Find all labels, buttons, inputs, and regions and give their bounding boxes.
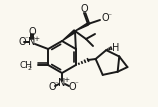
Text: H: H <box>112 43 119 53</box>
Text: 2: 2 <box>28 65 32 71</box>
Text: O: O <box>101 13 109 23</box>
Text: ⁻: ⁻ <box>108 11 112 21</box>
Text: O: O <box>68 82 76 92</box>
Text: O: O <box>18 37 26 47</box>
Text: ⁻: ⁻ <box>74 81 78 87</box>
Polygon shape <box>75 23 88 31</box>
Text: O: O <box>28 27 36 37</box>
Text: N: N <box>28 37 36 47</box>
Text: CH: CH <box>19 60 32 70</box>
Text: O: O <box>48 82 56 92</box>
Text: +: + <box>33 36 39 42</box>
Text: N: N <box>58 78 66 88</box>
Text: +: + <box>63 77 69 83</box>
Polygon shape <box>62 30 76 41</box>
Text: O: O <box>80 4 88 14</box>
Text: ⁻: ⁻ <box>24 36 28 42</box>
Text: ⁻: ⁻ <box>54 81 58 87</box>
